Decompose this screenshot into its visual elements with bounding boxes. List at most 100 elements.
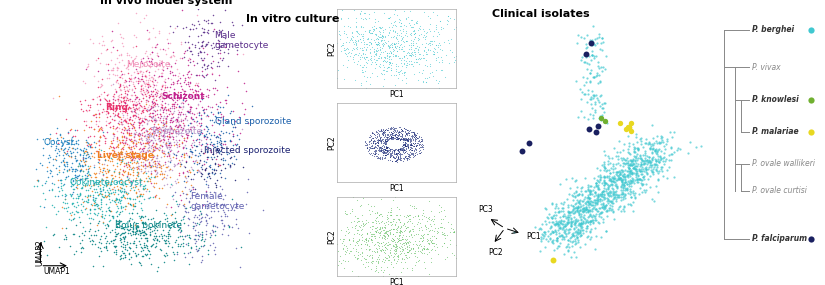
Point	[283, 211, 296, 216]
Point	[443, 16, 456, 20]
Point	[412, 150, 425, 155]
Point	[169, 220, 182, 224]
Point	[446, 227, 460, 231]
Point	[623, 163, 636, 168]
Point	[116, 146, 130, 151]
Point	[400, 156, 413, 160]
Point	[355, 227, 368, 231]
Point	[434, 19, 447, 23]
Point	[176, 56, 189, 61]
Point	[639, 157, 652, 162]
Point	[384, 135, 398, 140]
Point	[118, 143, 131, 148]
Point	[134, 140, 147, 144]
Point	[111, 135, 124, 140]
Point	[570, 206, 583, 210]
Point	[572, 206, 585, 210]
Point	[145, 156, 158, 161]
Point	[381, 132, 394, 137]
Point	[104, 114, 117, 118]
Point	[106, 213, 119, 218]
Point	[113, 151, 126, 156]
Point	[422, 42, 435, 46]
Point	[144, 138, 158, 142]
Point	[385, 40, 398, 45]
Point	[100, 244, 113, 249]
Point	[118, 100, 131, 104]
Point	[374, 35, 387, 39]
Point	[378, 153, 391, 157]
Point	[573, 191, 586, 196]
Point	[214, 144, 228, 149]
Point	[110, 126, 123, 131]
Point	[198, 134, 211, 139]
Point	[122, 124, 135, 129]
Point	[188, 207, 201, 211]
Point	[163, 129, 176, 134]
Point	[379, 229, 392, 234]
Point	[52, 152, 65, 157]
Point	[407, 246, 420, 251]
Point	[378, 129, 391, 134]
Point	[68, 166, 82, 171]
Point	[389, 158, 402, 163]
Point	[147, 76, 160, 81]
Point	[380, 40, 393, 45]
Point	[131, 132, 144, 136]
Point	[657, 174, 670, 178]
Point	[418, 224, 431, 228]
Point	[564, 217, 578, 221]
Point	[135, 107, 148, 112]
Point	[127, 158, 140, 163]
Point	[581, 207, 594, 212]
Point	[389, 132, 402, 137]
Point	[412, 249, 425, 253]
Point	[552, 219, 565, 224]
Point	[140, 187, 153, 192]
Point	[575, 208, 588, 213]
Point	[103, 158, 116, 163]
Point	[188, 111, 201, 116]
Point	[415, 239, 428, 243]
Point	[158, 121, 171, 126]
Point	[396, 144, 409, 149]
Point	[105, 198, 118, 202]
Point	[130, 184, 143, 188]
Point	[388, 150, 401, 154]
Point	[385, 158, 398, 163]
Point	[198, 56, 211, 61]
Point	[43, 168, 56, 172]
Point	[163, 40, 177, 45]
Point	[107, 97, 120, 101]
Point	[407, 129, 420, 134]
Point	[364, 30, 377, 35]
Point	[116, 119, 130, 123]
Point	[205, 21, 219, 25]
Point	[388, 45, 401, 49]
Point	[163, 228, 176, 233]
Point	[143, 36, 156, 41]
Point	[667, 149, 680, 154]
Point	[400, 53, 413, 57]
Point	[160, 165, 173, 169]
Point	[644, 159, 658, 164]
Point	[207, 142, 220, 146]
Point	[106, 136, 120, 141]
Point	[394, 33, 408, 38]
Point	[139, 68, 153, 73]
Point	[73, 151, 87, 156]
Point	[561, 243, 574, 248]
Point	[658, 155, 671, 160]
Point	[399, 234, 412, 238]
Point	[147, 174, 160, 179]
Point	[214, 214, 228, 219]
Point	[150, 119, 163, 123]
Point	[183, 235, 196, 240]
Point	[233, 131, 247, 135]
Point	[194, 143, 207, 148]
Point	[201, 93, 214, 97]
Point	[71, 210, 84, 214]
Point	[658, 151, 671, 155]
Point	[403, 203, 417, 208]
Point	[616, 177, 629, 181]
